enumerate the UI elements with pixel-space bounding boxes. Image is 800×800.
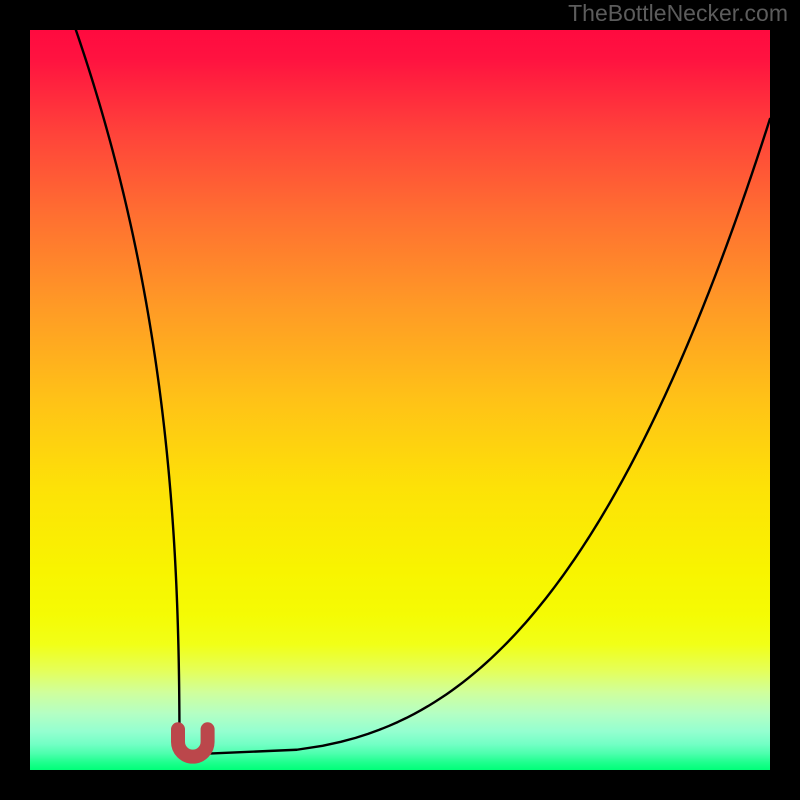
stage: TheBottleNecker.com	[0, 0, 800, 800]
chart-svg	[30, 30, 770, 770]
watermark-text: TheBottleNecker.com	[568, 0, 788, 27]
chart-gradient-bg	[30, 30, 770, 770]
chart-plot-area	[30, 30, 770, 770]
